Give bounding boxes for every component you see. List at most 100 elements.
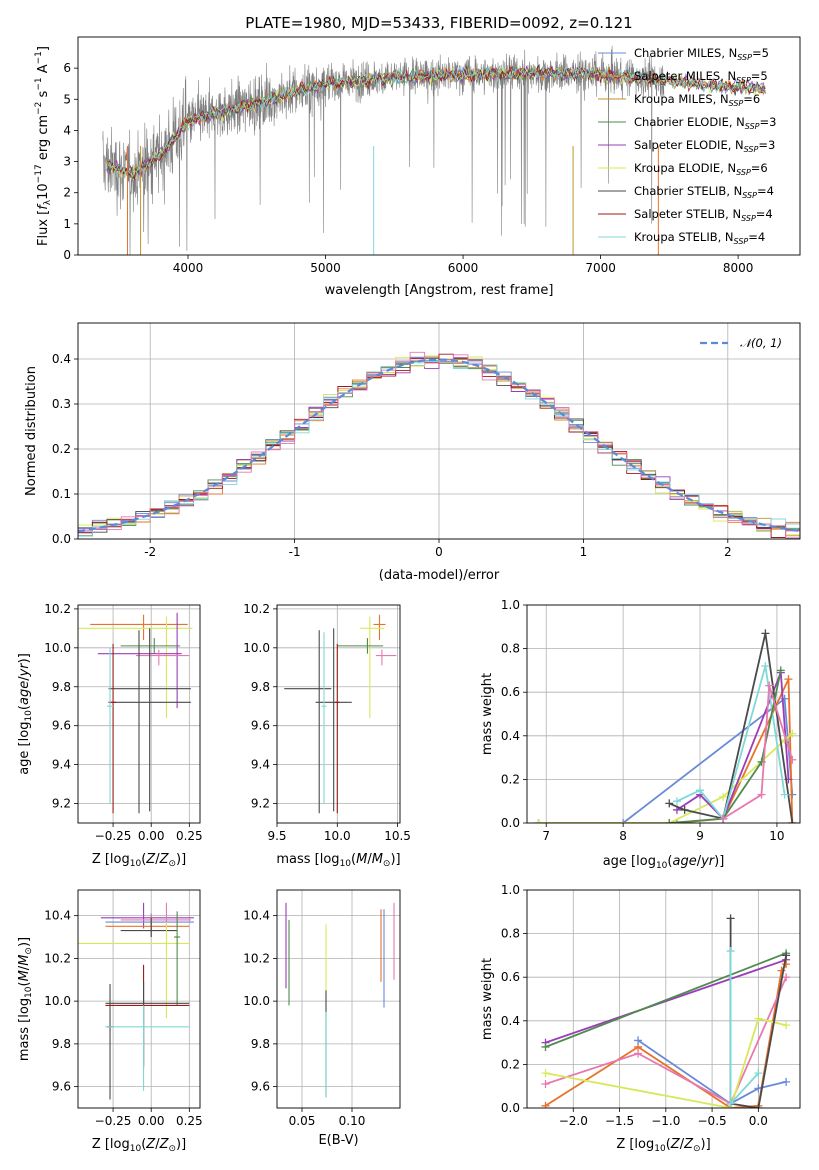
legend: 𝒩(0, 1) [700,336,782,350]
weight_vs_age-panel: 7 8 9 10 0.0 0.2 0.4 0.6 0.8 1.0 age [log10(age/yr… [480,598,801,871]
tick-label-y: 4 [63,123,71,137]
mass_vs_ebv-plot-area [285,902,395,1098]
weight-line [545,952,787,1048]
weight-marker [719,814,728,823]
y-axis-label: mass weight [480,958,495,1040]
legend-label: Kroupa MILES, NSSP=6 [634,92,760,108]
weight-marker [776,666,785,675]
weight-marker [534,819,543,823]
tick-label-x: -2 [144,545,156,559]
axes-frame [276,889,401,1109]
tick-label-x: 0.0 [749,1114,768,1128]
y-axis-label: mass [log10(M/M⊙)] [17,937,34,1061]
tick-label-y: 10.2 [243,951,270,965]
weight-marker [541,1069,550,1078]
weight-marker [541,1042,550,1051]
tick-label-y: 9.6 [52,1080,71,1094]
tick-label-y: 5 [63,92,71,106]
tick-label-x: −1.5 [605,1114,634,1128]
weight_vs_Z-panel: −2.0 −1.5 −1.0 −0.5 0.0 0.0 0.2 0.4 0.6 0.8 1.0 Z [… [480,883,801,1154]
weight-marker [696,786,705,795]
tick-label-x: −0.25 [95,1114,132,1128]
weight-marker [665,819,674,823]
tick-label-x: 7 [542,829,550,843]
tick-label-y: 10.2 [44,951,71,965]
tick-label-x: 0.00 [138,1114,165,1128]
mass_vs_Z-grid [78,890,200,1108]
tick-label-y: 1.0 [501,598,520,612]
tick-label-y: 9.8 [52,1037,71,1051]
tick-label-x: 1 [580,545,588,559]
age_vs_mass-panel: 9.5 10.0 10.5 9.2 9.4 9.6 9.8 10.0 10.2 mass [log… [243,602,411,869]
weight-line [545,958,787,1044]
weight-line [722,685,794,820]
model-spectrum [108,65,766,178]
tick-label-y: 0.3 [52,397,71,411]
weight-marker [754,1069,763,1078]
tick-label-x: 8000 [723,261,754,275]
tick-label-y: 0.1 [52,487,71,501]
weight-marker [726,947,735,956]
weight-line [545,963,787,1108]
legend-label: Chabrier ELODIE, NSSP=3 [634,115,776,131]
tick-label-y: 9.6 [251,719,270,733]
legend-label: 𝒩(0, 1) [740,336,782,350]
tick-label-y: 0.8 [501,927,520,941]
mass_vs_Z-plot-area [78,902,194,1100]
x-axis-label: Z [log10(Z/Z⊙)] [92,1137,186,1154]
tick-label-x: 0.00 [138,829,165,843]
weight-marker [754,1014,763,1023]
x-axis-label: (data-model)/error [379,568,500,583]
tick-label-x: 0.25 [176,1114,203,1128]
weight-line [538,732,793,823]
weight-marker [780,790,789,799]
age_vs_Z-plot-area [78,612,193,814]
tick-label-x: −0.5 [698,1114,727,1128]
tick-label-x: 9 [696,829,704,843]
tick-label-y: 0.6 [501,970,520,984]
age_vs_mass-plot-area [284,614,397,814]
tick-label-y: 10.0 [243,641,270,655]
weight-marker [634,1036,643,1045]
weight-marker [782,973,791,982]
age_vs_Z-panel: −0.25 0.00 0.25 9.2 9.4 9.6 9.8 10.0 10.2 Z [log1… [17,602,203,869]
tick-label-x: −1.0 [651,1114,680,1128]
weight-marker [726,1099,735,1108]
tick-label-y: 10.0 [44,994,71,1008]
residual-histogram [78,357,800,536]
tick-label-y: 9.2 [52,797,71,811]
mass_vs_Z-panel: −0.25 0.00 0.25 9.6 9.8 10.0 10.2 10.4 Z [log10(… [17,889,203,1154]
tick-label-x: 6000 [448,261,479,275]
tick-label-y: 1 [63,217,71,231]
tick-label-y: 10.0 [44,641,71,655]
weight-line [545,976,787,1105]
x-axis-label: Z [log10(Z/Z⊙)] [616,1137,710,1154]
x-axis-label: E(B-V) [318,1133,358,1148]
weight_vs_Z-plot-area [541,914,791,1108]
axes-frame [526,604,801,824]
tick-label-y: 10.4 [44,909,71,923]
tick-label-y: 0.0 [52,532,71,546]
y-axis-label: mass weight [480,673,495,755]
weight-marker [680,805,689,814]
weight-marker [672,819,681,823]
weight-marker [726,914,735,923]
legend-label: Salpeter STELIB, NSSP=4 [634,207,773,223]
tick-label-x: 0.25 [176,829,203,843]
weight-line [538,678,794,823]
tick-label-x: −2.0 [559,1114,588,1128]
tick-label-x: 5000 [310,261,341,275]
y-axis-label: age [log10(age/yr)] [17,653,34,775]
legend-label: Salpeter ELODIE, NSSP=3 [634,138,775,154]
x-axis-label: Z [log10(Z/Z⊙)] [92,852,186,869]
tick-label-x: -1 [289,545,301,559]
legend-label: Salpeter MILES, NSSP=5 [634,69,768,85]
tick-label-x: 8 [619,829,627,843]
tick-label-y: 0.8 [501,642,520,656]
tick-label-x: 10 [769,829,784,843]
tick-label-x: 10.0 [324,829,351,843]
weight-marker [619,819,628,823]
legend: Chabrier MILES, NSSP=5 Salpeter MILES, NS… [598,46,776,246]
tick-label-x: 2 [724,545,732,559]
weight-marker [719,792,728,801]
